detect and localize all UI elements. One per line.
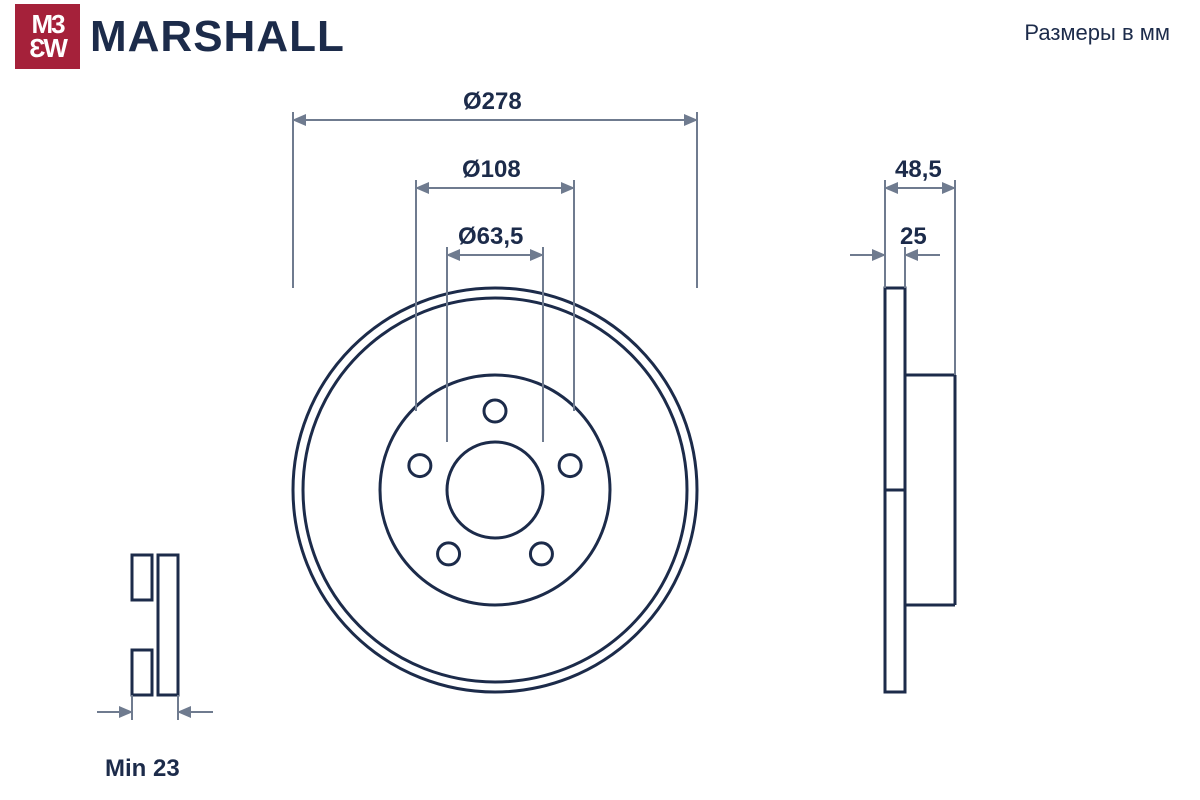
technical-drawing bbox=[0, 0, 1200, 800]
dim-label-min23: Min 23 bbox=[105, 755, 180, 783]
dim-label-278: Ø278 bbox=[463, 88, 522, 116]
dim-label-25: 25 bbox=[900, 223, 927, 251]
dim-label-485: 48,5 bbox=[895, 156, 942, 184]
dim-label-635: Ø63,5 bbox=[458, 223, 523, 251]
dim-label-108: Ø108 bbox=[462, 156, 521, 184]
